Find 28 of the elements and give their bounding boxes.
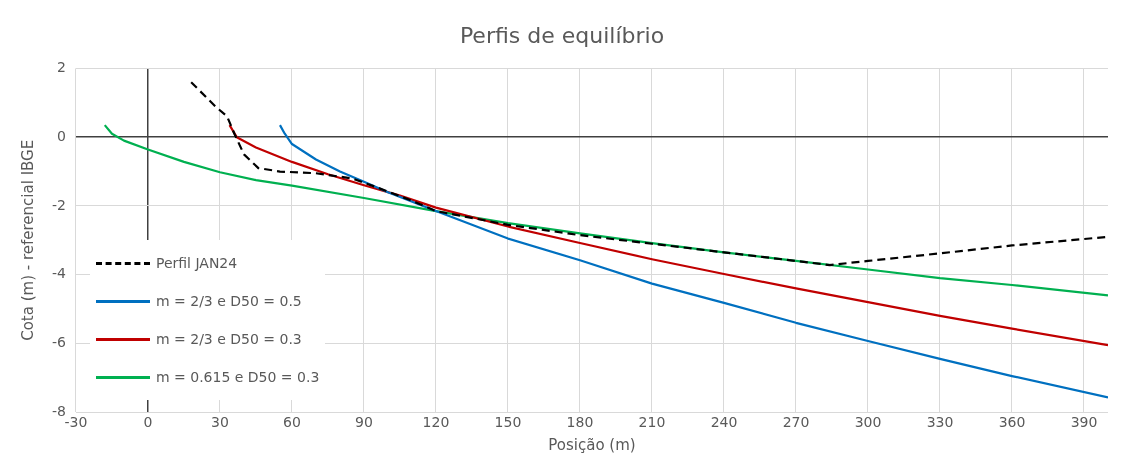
x-tick-label: 390 (1070, 414, 1098, 431)
legend-label: m = 2/3 e D50 = 0.3 (155, 331, 302, 348)
y-tick-label: 2 (57, 59, 66, 76)
x-tick-label: 210 (638, 414, 666, 431)
legend-label: m = 2/3 e D50 = 0.5 (155, 293, 302, 310)
legend-label: Perfil JAN24 (155, 255, 238, 272)
x-tick-label: 30 (211, 414, 229, 431)
y-tick-label: 0 (57, 127, 66, 144)
y-tick-label: -6 (51, 334, 67, 351)
x-axis-title: Posição (m) (548, 435, 636, 454)
x-tick-label: -30 (64, 414, 88, 431)
x-tick-label: 60 (283, 414, 301, 431)
y-tick-label: -8 (51, 402, 66, 419)
x-tick-label: 240 (710, 414, 738, 431)
x-tick-label: 120 (422, 414, 450, 431)
legend-label: m = 0.615 e D50 = 0.3 (155, 369, 320, 386)
x-tick-label: 0 (143, 414, 153, 431)
y-tick-label: -4 (51, 265, 67, 282)
y-tick-label: -2 (51, 196, 66, 213)
x-tick-label: 90 (355, 414, 373, 431)
y-axis-title: Cota (m) - referencial IBGE (18, 139, 37, 341)
x-tick-label: 360 (998, 414, 1026, 431)
chart-title: Perfis de equilíbrio (459, 22, 665, 48)
x-tick-label: 150 (494, 414, 522, 431)
x-tick-label: 270 (782, 414, 810, 431)
x-tick-label: 330 (926, 414, 954, 431)
x-tick-label: 180 (566, 414, 594, 431)
x-tick-label: 300 (854, 414, 882, 431)
